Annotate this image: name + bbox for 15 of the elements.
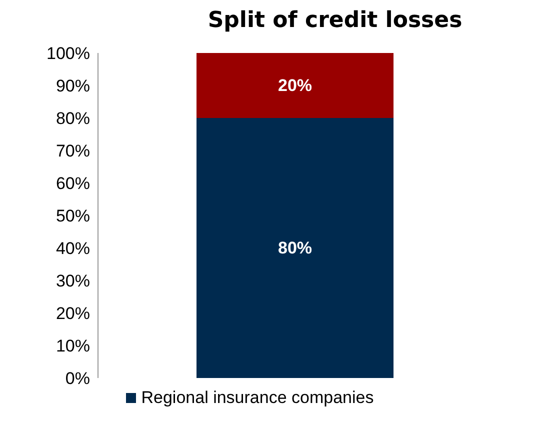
y-tick-label: 80%: [56, 109, 90, 128]
y-tick-label: 70%: [56, 142, 90, 161]
y-tick-label: 30%: [56, 272, 90, 291]
data-label: 20%: [278, 76, 312, 95]
legend-label: Regional insurance companies: [141, 388, 374, 408]
y-tick-label: 40%: [56, 239, 90, 258]
y-tick-label: 20%: [56, 304, 90, 324]
chart-title: Split of credit losses: [206, 8, 464, 33]
y-tick-label: 10%: [56, 336, 90, 356]
data-label: 80%: [278, 238, 312, 258]
y-tick-label: 100%: [46, 44, 90, 64]
y-tick-label: 50%: [56, 206, 90, 226]
y-tick-label: 90%: [56, 76, 90, 96]
y-tick-label: 0%: [65, 369, 90, 388]
y-tick-label: 60%: [56, 174, 90, 194]
